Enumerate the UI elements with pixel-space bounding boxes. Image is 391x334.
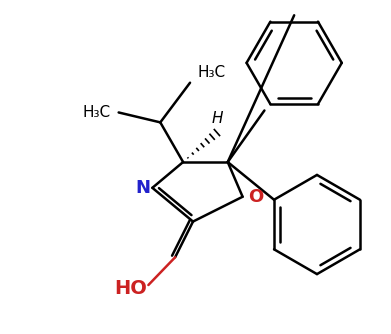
- Text: HO: HO: [114, 280, 147, 299]
- Text: N: N: [135, 179, 150, 197]
- Text: H₃C: H₃C: [198, 65, 226, 80]
- Text: H: H: [212, 111, 224, 126]
- Text: O: O: [248, 188, 263, 206]
- Text: H₃C: H₃C: [83, 105, 111, 120]
